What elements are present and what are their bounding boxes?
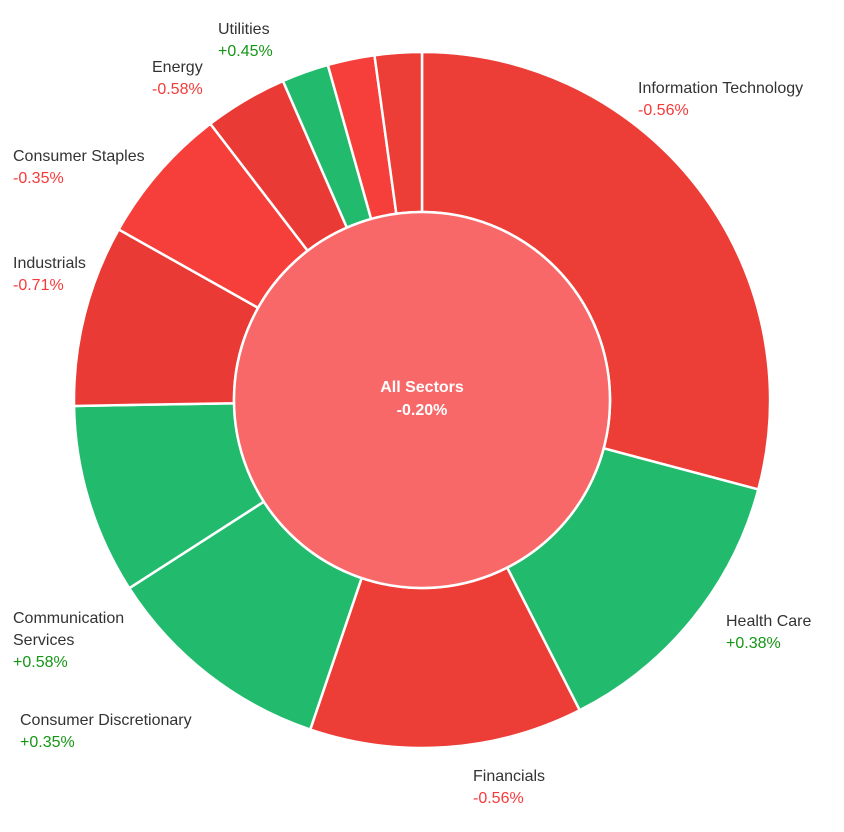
label-name: Information Technology xyxy=(638,80,804,97)
label-name: Consumer Staples xyxy=(13,148,145,165)
center-title: All Sectors xyxy=(380,379,464,396)
label-change: +0.38% xyxy=(726,635,781,652)
label-name: Utilities xyxy=(218,21,270,38)
label-change: +0.45% xyxy=(218,43,273,60)
label-health-care: Health Care +0.38% xyxy=(726,611,811,655)
label-name: Health Care xyxy=(726,613,812,630)
label-change: -0.58% xyxy=(152,81,203,98)
center-circle[interactable] xyxy=(232,210,612,590)
label-change: +0.58% xyxy=(13,654,68,671)
label-industrials: Industrials -0.71% xyxy=(13,253,86,297)
label-financials: Financials -0.56% xyxy=(473,766,545,810)
label-information-technology: Information Technology -0.56% xyxy=(638,78,803,122)
label-change: -0.35% xyxy=(13,170,64,187)
center-label: All Sectors -0.20% xyxy=(322,376,522,422)
label-utilities: Utilities +0.45% xyxy=(218,19,273,63)
label-change: +0.35% xyxy=(20,734,75,751)
center-change: -0.20% xyxy=(396,402,448,419)
label-name: Energy xyxy=(152,59,203,76)
label-consumer-discretionary: Consumer Discretionary +0.35% xyxy=(20,710,192,754)
label-change: -0.71% xyxy=(13,277,64,294)
label-name: Communication Services xyxy=(13,610,125,649)
label-energy: Energy -0.58% xyxy=(152,57,203,101)
label-name: Industrials xyxy=(13,255,86,272)
label-consumer-staples: Consumer Staples -0.35% xyxy=(13,146,145,190)
label-name: Consumer Discretionary xyxy=(20,712,192,729)
label-change: -0.56% xyxy=(473,790,524,807)
label-name: Financials xyxy=(473,768,546,785)
label-change: -0.56% xyxy=(638,102,689,119)
label-communication-services: Communication Services +0.58% xyxy=(13,608,153,674)
